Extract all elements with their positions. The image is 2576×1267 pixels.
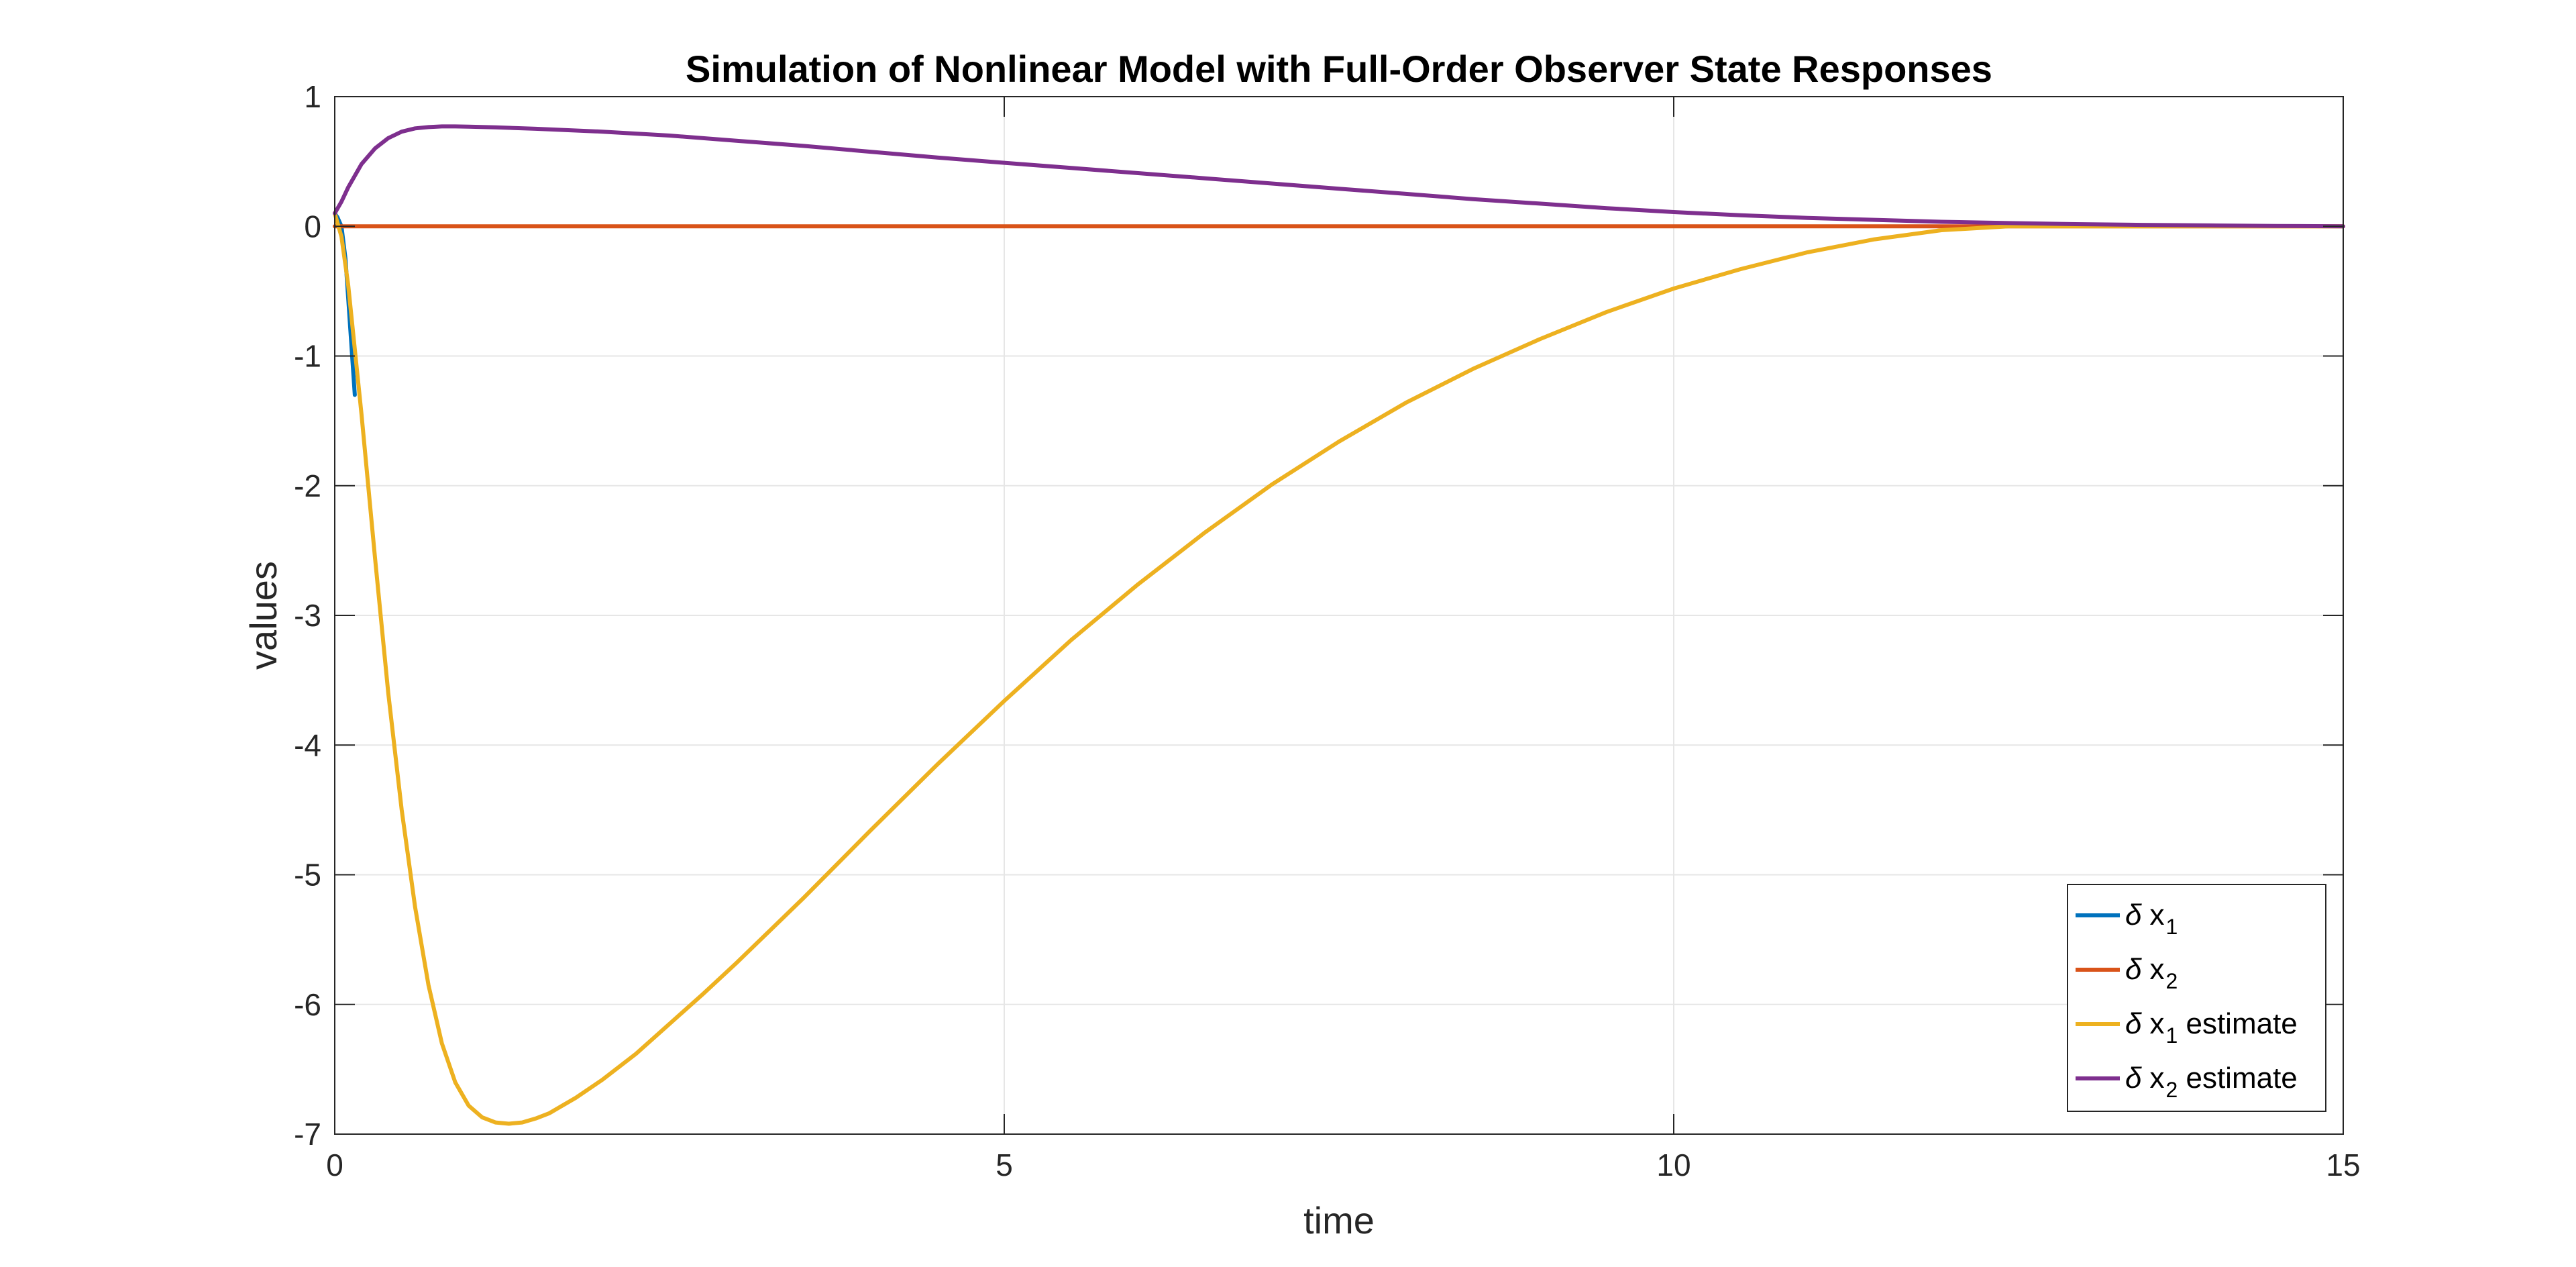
x-axis-title: time <box>1303 1199 1375 1241</box>
x-tick-label: 15 <box>2326 1148 2360 1182</box>
y-axis-title: values <box>242 561 284 670</box>
legend-item: δ x2 estimate <box>2076 1062 2298 1102</box>
legend-item: δ x1 <box>2076 899 2178 939</box>
data-series <box>333 124 2345 1126</box>
y-tick-label: -4 <box>294 727 321 762</box>
y-tick-label: -3 <box>294 598 321 633</box>
x-tick-label: 10 <box>1656 1148 1690 1182</box>
y-tick-label: -1 <box>294 339 321 374</box>
chart-title: Simulation of Nonlinear Model with Full-… <box>686 48 1992 90</box>
y-tick-label: -5 <box>294 858 321 893</box>
legend-label: δ x2 estimate <box>2125 1062 2298 1102</box>
legend-box <box>2067 884 2326 1112</box>
x-tick-label: 5 <box>996 1148 1013 1182</box>
y-tick-label: 0 <box>304 209 321 244</box>
legend-item: δ x2 <box>2076 953 2178 993</box>
series-line-4 <box>333 124 2345 229</box>
legend-label: δ x2 <box>2125 953 2178 993</box>
x-tick-label: 0 <box>326 1148 343 1182</box>
y-tick-label: 1 <box>304 79 321 114</box>
legend-label: δ x1 estimate <box>2125 1007 2298 1048</box>
y-tick-label: -6 <box>294 987 321 1022</box>
y-tick-label: -7 <box>294 1117 321 1152</box>
legend-label: δ x1 <box>2125 899 2178 939</box>
legend-item: δ x1 estimate <box>2076 1007 2298 1048</box>
y-tick-label: -2 <box>294 468 321 503</box>
legend: δ x1 δ x2 δ x1 estimate δ x2 estimate <box>2067 884 2326 1112</box>
series-line-3 <box>333 211 2345 1126</box>
